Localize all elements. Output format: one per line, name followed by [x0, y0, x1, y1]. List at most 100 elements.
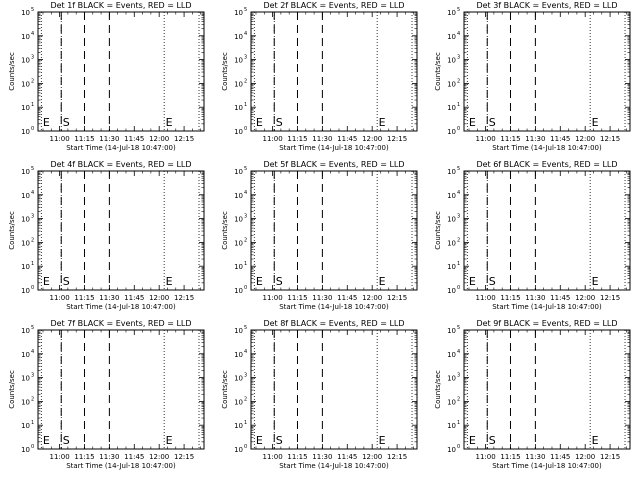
y-tick-label: 10	[234, 9, 243, 17]
y-tick-exponent: 3	[31, 214, 34, 220]
y-tick-label: 10	[21, 192, 30, 200]
x-tick-label: 11:45	[337, 294, 357, 302]
y-tick-label: 10	[447, 351, 456, 359]
y-tick-label: 10	[447, 263, 456, 271]
y-tick-exponent: 0	[244, 126, 247, 132]
y-tick-label: 10	[21, 375, 30, 383]
y-tick-label: 10	[21, 446, 30, 454]
x-tick-label: 11:15	[287, 294, 307, 302]
x-tick-label: 11:30	[99, 135, 119, 143]
y-tick-exponent: 2	[31, 78, 34, 84]
x-tick-label: 12:00	[362, 453, 382, 461]
x-axis-label: Start Time (14-Jul-18 10:47:00)	[279, 144, 389, 152]
y-tick-label: 10	[234, 33, 243, 41]
x-tick-label: 11:00	[262, 135, 282, 143]
x-tick-label: 11:00	[262, 453, 282, 461]
x-tick-label: 12:00	[362, 294, 382, 302]
y-tick-label: 10	[21, 263, 30, 271]
x-tick-label: 11:45	[550, 453, 570, 461]
y-tick-exponent: 5	[31, 166, 34, 172]
y-tick-exponent: 4	[457, 190, 460, 196]
x-tick-label: 11:45	[124, 294, 144, 302]
chart-title: Det 5f BLACK = Events, RED = LLD	[263, 160, 404, 169]
y-tick-label: 10	[234, 263, 243, 271]
y-tick-label: 10	[447, 398, 456, 406]
marker-label-e: E	[256, 434, 263, 447]
y-axis-label: Counts/sec	[221, 370, 229, 409]
marker-label-e: E	[469, 275, 476, 288]
x-tick-label: 11:15	[500, 294, 520, 302]
y-tick-exponent: 2	[244, 78, 247, 84]
y-tick-label: 10	[21, 398, 30, 406]
y-tick-exponent: 1	[31, 420, 34, 426]
x-tick-label: 12:00	[575, 453, 595, 461]
y-tick-exponent: 4	[31, 190, 34, 196]
y-tick-exponent: 4	[244, 31, 247, 37]
y-tick-label: 10	[21, 327, 30, 335]
y-tick-label: 10	[234, 446, 243, 454]
marker-label-e: E	[43, 434, 50, 447]
x-tick-label: 11:00	[49, 294, 69, 302]
y-tick-label: 10	[447, 422, 456, 430]
plot-frame	[250, 170, 418, 291]
y-tick-exponent: 0	[457, 285, 460, 291]
y-tick-label: 10	[234, 351, 243, 359]
x-tick-label: 11:30	[312, 453, 332, 461]
x-tick-label: 11:45	[550, 135, 570, 143]
x-tick-label: 11:45	[124, 135, 144, 143]
y-tick-exponent: 1	[244, 261, 247, 267]
y-tick-label: 10	[234, 192, 243, 200]
y-tick-exponent: 0	[31, 444, 34, 450]
y-tick-exponent: 1	[31, 102, 34, 108]
x-axis-label: Start Time (14-Jul-18 10:47:00)	[66, 144, 176, 152]
y-tick-exponent: 4	[457, 349, 460, 355]
y-tick-label: 10	[21, 168, 30, 176]
y-tick-exponent: 4	[244, 190, 247, 196]
y-axis-label: Counts/sec	[8, 52, 16, 91]
y-tick-exponent: 5	[457, 166, 460, 172]
x-tick-label: 11:30	[525, 135, 545, 143]
marker-label-e: E	[256, 275, 263, 288]
y-tick-exponent: 3	[457, 214, 460, 220]
x-tick-label: 11:30	[312, 294, 332, 302]
marker-label-s: S	[276, 434, 283, 447]
y-tick-exponent: 2	[457, 396, 460, 402]
x-tick-label: 12:15	[600, 135, 620, 143]
x-tick-label: 11:15	[74, 453, 94, 461]
x-tick-label: 11:45	[550, 294, 570, 302]
y-tick-label: 10	[234, 422, 243, 430]
x-axis-label: Start Time (14-Jul-18 10:47:00)	[66, 303, 176, 311]
y-tick-exponent: 3	[244, 214, 247, 220]
y-axis-label: Counts/sec	[434, 211, 442, 250]
y-tick-label: 10	[447, 239, 456, 247]
y-tick-label: 10	[21, 9, 30, 17]
y-axis-label: Counts/sec	[434, 52, 442, 91]
y-tick-label: 10	[21, 351, 30, 359]
y-tick-exponent: 2	[244, 396, 247, 402]
x-tick-label: 11:15	[287, 453, 307, 461]
chart-title: Det 1f BLACK = Events, RED = LLD	[50, 1, 191, 10]
y-tick-label: 10	[447, 287, 456, 295]
x-tick-label: 11:00	[49, 135, 69, 143]
x-tick-label: 11:00	[49, 453, 69, 461]
y-tick-exponent: 4	[244, 349, 247, 355]
y-tick-exponent: 0	[31, 285, 34, 291]
x-tick-label: 11:15	[500, 453, 520, 461]
x-tick-label: 11:15	[74, 135, 94, 143]
x-tick-label: 11:00	[475, 294, 495, 302]
marker-label-e: E	[379, 434, 386, 447]
marker-label-e: E	[592, 275, 599, 288]
marker-label-e: E	[469, 434, 476, 447]
y-tick-exponent: 5	[457, 7, 460, 13]
marker-label-e: E	[166, 116, 173, 129]
x-tick-label: 11:45	[124, 453, 144, 461]
y-tick-exponent: 0	[457, 444, 460, 450]
y-tick-label: 10	[447, 375, 456, 383]
marker-label-e: E	[379, 116, 386, 129]
marker-label-s: S	[489, 116, 496, 129]
y-tick-label: 10	[234, 216, 243, 224]
y-tick-label: 10	[234, 239, 243, 247]
